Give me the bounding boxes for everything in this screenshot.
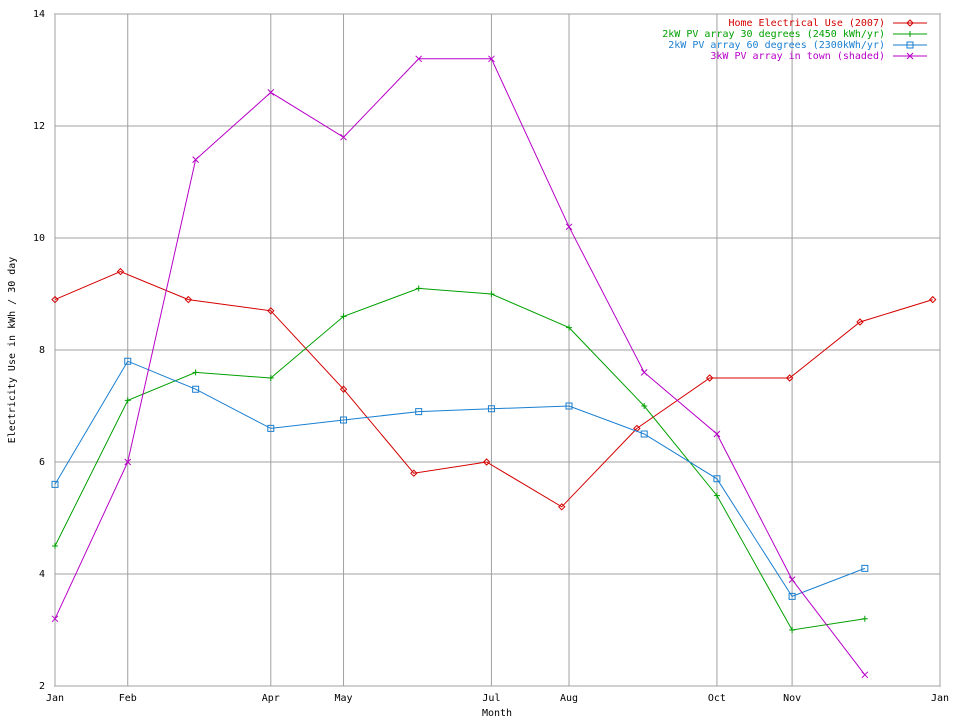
point: [566, 324, 573, 331]
series-line: [54, 271, 933, 508]
y-tick-label: 4: [39, 569, 45, 580]
point: [713, 430, 721, 438]
y-tick-label: 12: [33, 121, 45, 132]
point: [410, 469, 418, 477]
x-tick-label: Jan: [46, 693, 64, 704]
point: [856, 318, 864, 326]
point: [788, 592, 796, 600]
x-tick-label: Oct: [708, 693, 726, 704]
legend-label: 2kW PV array 30 degrees (2450 kWh/yr): [662, 29, 885, 40]
point: [482, 458, 491, 466]
legend-marker: [907, 31, 913, 37]
point: [415, 285, 422, 292]
point: [929, 295, 937, 304]
point: [565, 223, 573, 231]
point: [51, 615, 59, 623]
point: [267, 307, 275, 315]
point: [51, 480, 59, 488]
point: [415, 408, 423, 416]
point: [52, 543, 58, 549]
x-tick-label: May: [335, 693, 353, 704]
point: [640, 430, 648, 438]
point: [705, 374, 714, 382]
point: [788, 576, 796, 583]
point: [267, 375, 274, 381]
x-tick-label: Apr: [262, 693, 280, 704]
legend-label: 2kW PV array 60 degrees (2300kWh/yr): [668, 40, 885, 51]
legend-marker: [906, 52, 914, 60]
point: [565, 402, 573, 410]
point: [861, 564, 869, 572]
y-tick-label: 6: [39, 457, 45, 468]
point: [415, 55, 423, 63]
y-tick-label: 2: [39, 681, 45, 692]
point: [124, 357, 132, 365]
y-tick-label: 10: [33, 233, 45, 244]
point: [558, 503, 566, 511]
point: [340, 416, 348, 424]
point: [789, 627, 796, 633]
legend-label: 3kW PV array in town (shaded): [710, 51, 885, 62]
x-tick-label: Jan: [931, 693, 949, 704]
point: [124, 458, 132, 466]
point: [640, 369, 648, 376]
point: [124, 397, 131, 404]
x-tick-label: Jul: [482, 693, 500, 704]
series-line: [54, 360, 866, 598]
point: [184, 295, 193, 304]
series-line: [54, 287, 865, 631]
legend-marker: [906, 19, 914, 27]
x-tick-label: Feb: [119, 693, 137, 704]
point: [340, 313, 347, 320]
point: [488, 291, 495, 297]
legend-label: Home Electrical Use (2007): [728, 18, 885, 29]
point: [861, 671, 869, 679]
point: [713, 492, 720, 499]
point: [192, 156, 199, 163]
legend-marker: [906, 41, 914, 49]
series-line: [54, 58, 866, 676]
point: [339, 385, 348, 393]
point: [51, 295, 59, 304]
point: [488, 55, 495, 63]
point: [340, 133, 347, 141]
point: [267, 424, 275, 432]
point: [267, 89, 275, 96]
x-tick-label: Nov: [783, 693, 801, 704]
point: [713, 475, 721, 483]
x-axis-label: Month: [482, 708, 512, 719]
y-axis-label: Electricity Use in kWh / 30 day: [7, 257, 18, 444]
x-tick-label: Aug: [560, 693, 578, 704]
point: [116, 267, 125, 276]
y-tick-label: 14: [33, 9, 45, 20]
y-tick-label: 8: [39, 345, 45, 356]
point: [785, 374, 794, 382]
point: [487, 405, 495, 413]
point: [641, 403, 648, 409]
point: [192, 369, 199, 376]
point: [861, 615, 868, 622]
point: [192, 385, 200, 393]
